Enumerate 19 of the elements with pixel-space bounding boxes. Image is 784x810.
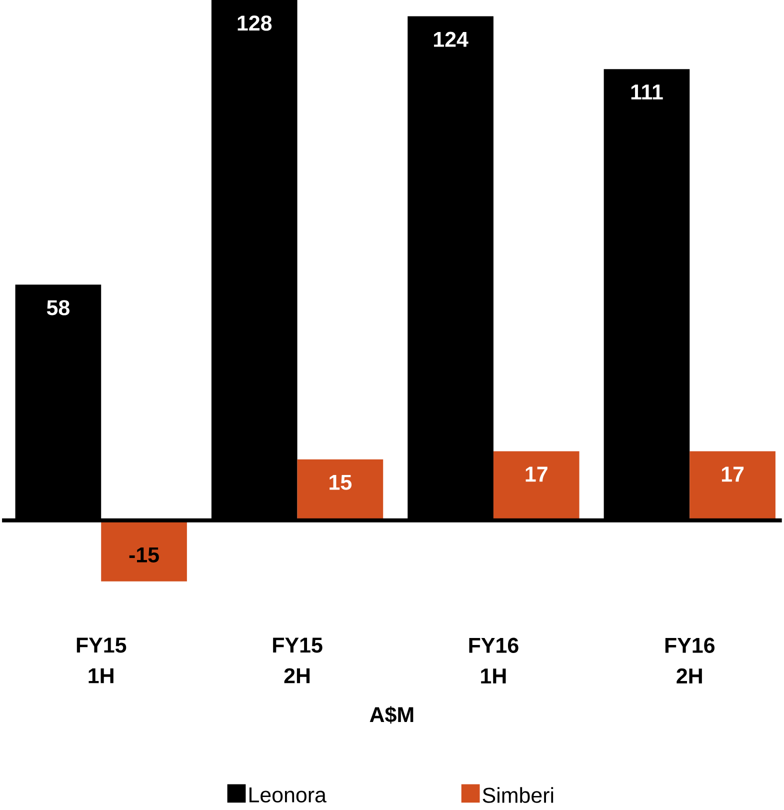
x-axis-title: A$M [370, 706, 414, 724]
data-label: 128 [238, 16, 272, 31]
data-label: 58 [46, 300, 70, 316]
x-tick-label: FY16 2H [666, 638, 715, 684]
data-label: -15 [129, 547, 159, 562]
data-label: 124 [434, 32, 468, 47]
bar [101, 520, 187, 582]
legend-label: Simberi [482, 787, 554, 803]
bar [494, 451, 580, 520]
data-label: 17 [526, 466, 548, 482]
bar [297, 459, 384, 520]
data-label: 17 [722, 466, 744, 482]
x-tick-label: FY16 1H [469, 638, 518, 684]
bar [690, 451, 776, 520]
x-tick-label: FY15 1H [76, 638, 126, 684]
legend-label: Leonora [250, 788, 327, 803]
x-tick-label: FY15 2H [273, 638, 322, 684]
data-label: 15 [330, 474, 352, 490]
data-label: 111 [631, 84, 663, 100]
